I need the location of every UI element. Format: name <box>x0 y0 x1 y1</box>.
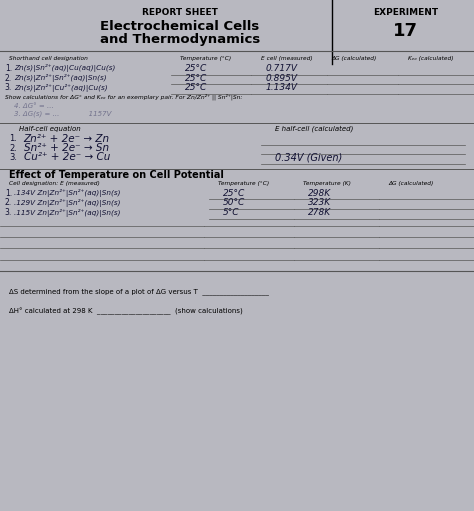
Text: ΔH° calculated at 298 K  _____________________  (show calculations): ΔH° calculated at 298 K ________________… <box>9 308 243 315</box>
Text: 2.: 2. <box>9 144 18 153</box>
Text: E half-cell (calculated): E half-cell (calculated) <box>275 126 353 132</box>
Text: Zn(s)|Sn²⁺(aq)|Cu(aq)|Cu(s): Zn(s)|Sn²⁺(aq)|Cu(aq)|Cu(s) <box>14 64 116 73</box>
Text: Kₑₒ (calculated): Kₑₒ (calculated) <box>408 56 453 61</box>
Text: REPORT SHEET: REPORT SHEET <box>142 8 218 17</box>
Text: 0.34V (Given): 0.34V (Given) <box>275 152 342 162</box>
Text: 298K: 298K <box>308 189 331 198</box>
Text: Electrochemical Cells: Electrochemical Cells <box>100 20 260 33</box>
Text: 0.895V: 0.895V <box>265 74 298 83</box>
Text: Half-cell equation: Half-cell equation <box>19 126 81 132</box>
Text: Zn²⁺ + 2e⁻ → Zn: Zn²⁺ + 2e⁻ → Zn <box>24 134 110 144</box>
Text: 4. ΔG° = ...: 4. ΔG° = ... <box>14 103 54 109</box>
Text: .134V Zn|Zn²⁺|Sn²⁺(aq)|Sn(s): .134V Zn|Zn²⁺|Sn²⁺(aq)|Sn(s) <box>14 189 121 197</box>
Text: ΔS determined from the slope of a plot of ΔG versus T  ___________________: ΔS determined from the slope of a plot o… <box>9 288 269 295</box>
Text: and Thermodynamics: and Thermodynamics <box>100 33 260 46</box>
Text: 1.: 1. <box>9 134 18 144</box>
Text: 50°C: 50°C <box>223 198 245 207</box>
Text: 3.: 3. <box>5 83 12 92</box>
Text: Shorthand cell designation: Shorthand cell designation <box>9 56 88 61</box>
Text: 1.134V: 1.134V <box>265 83 298 92</box>
Text: Cell designation: E (measured): Cell designation: E (measured) <box>9 181 100 186</box>
Text: Sn²⁺ + 2e⁻ → Sn: Sn²⁺ + 2e⁻ → Sn <box>24 143 109 153</box>
Text: Temperature (°C): Temperature (°C) <box>218 181 269 186</box>
Text: 323K: 323K <box>308 198 331 207</box>
Text: 2.: 2. <box>5 198 12 207</box>
Text: 25°C: 25°C <box>185 64 207 73</box>
Text: Cu²⁺ + 2e⁻ → Cu: Cu²⁺ + 2e⁻ → Cu <box>24 152 110 162</box>
Text: 5°C: 5°C <box>223 208 239 217</box>
Text: .129V Zn|Zn²⁺|Sn²⁺(aq)|Sn(s): .129V Zn|Zn²⁺|Sn²⁺(aq)|Sn(s) <box>14 199 121 207</box>
Text: Zn(s)|Zn²⁺|Sn²⁺(aq)|Sn(s): Zn(s)|Zn²⁺|Sn²⁺(aq)|Sn(s) <box>14 74 107 82</box>
Text: 25°C: 25°C <box>185 83 207 92</box>
Text: EXPERIMENT: EXPERIMENT <box>373 8 438 17</box>
Text: 3.: 3. <box>5 208 12 217</box>
Text: 25°C: 25°C <box>223 189 245 198</box>
Text: E cell (measured): E cell (measured) <box>261 56 312 61</box>
Text: 25°C: 25°C <box>185 74 207 83</box>
Text: 3.: 3. <box>9 153 18 162</box>
Text: 278K: 278K <box>308 208 331 217</box>
Text: Temperature (°C): Temperature (°C) <box>180 56 231 61</box>
Text: Temperature (K): Temperature (K) <box>303 181 351 186</box>
Text: Show calculations for ΔG° and Kₑₒ for an exemplary pair. For Zn/Zn²⁺ || Sn²⁺|Sn:: Show calculations for ΔG° and Kₑₒ for an… <box>5 94 242 100</box>
Text: 2.: 2. <box>5 74 12 83</box>
Text: .115V Zn|Zn²⁺|Sn²⁺(aq)|Sn(s): .115V Zn|Zn²⁺|Sn²⁺(aq)|Sn(s) <box>14 208 121 217</box>
Text: 17: 17 <box>393 21 418 40</box>
Text: 1.: 1. <box>5 64 12 73</box>
Text: ΔG (calculated): ΔG (calculated) <box>389 181 434 186</box>
Text: 0.717V: 0.717V <box>265 64 298 73</box>
Text: Zn(s)|Zn²⁺|Cu²⁺(aq)|Cu(s): Zn(s)|Zn²⁺|Cu²⁺(aq)|Cu(s) <box>14 84 108 92</box>
Text: ΔG (calculated): ΔG (calculated) <box>332 56 377 61</box>
Text: 3. ΔG(s) = ...             1157V: 3. ΔG(s) = ... 1157V <box>14 110 111 117</box>
Text: 1.: 1. <box>5 189 12 198</box>
Text: Effect of Temperature on Cell Potential: Effect of Temperature on Cell Potential <box>9 170 224 180</box>
